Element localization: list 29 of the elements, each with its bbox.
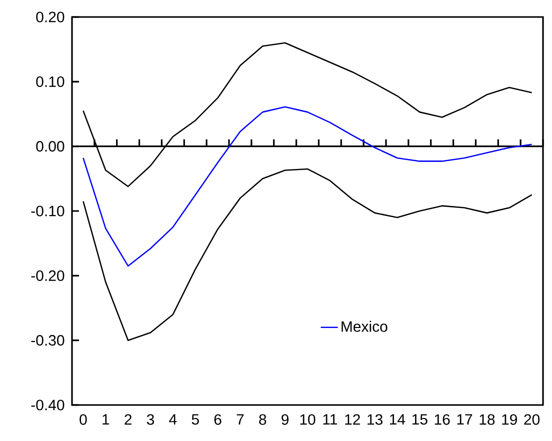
- x-tick-label: 16: [434, 414, 450, 425]
- y-tick-label: -0.20: [31, 270, 64, 281]
- x-tick-label: 20: [524, 414, 540, 425]
- x-tick-label: 10: [300, 414, 316, 425]
- x-tick-label: 15: [412, 414, 428, 425]
- x-tick-label: 12: [345, 414, 360, 425]
- x-tick-label: 11: [323, 414, 337, 425]
- x-tick-label: 1: [102, 414, 110, 425]
- y-tick-label: -0.10: [31, 206, 64, 216]
- y-tick-label: 0.00: [36, 141, 64, 152]
- x-tick-label: 8: [259, 414, 266, 425]
- x-tick-label: 7: [236, 414, 244, 425]
- x-tick-label: 18: [480, 414, 495, 425]
- legend-label: Mexico: [342, 320, 388, 332]
- y-tick-label: 0.20: [36, 12, 64, 22]
- x-tick-label: 4: [169, 414, 177, 425]
- x-tick-label: 5: [192, 414, 199, 425]
- x-tick-label: 17: [457, 414, 472, 425]
- x-tick-label: 2: [124, 414, 132, 425]
- x-tick-label: 19: [502, 414, 517, 425]
- x-tick-label: 3: [146, 414, 154, 425]
- y-tick-label: 0.10: [36, 76, 64, 87]
- x-tick-label: 13: [368, 414, 382, 425]
- x-tick-label: 6: [214, 414, 222, 425]
- x-tick-label: 0: [80, 414, 87, 425]
- x-tick-label: 9: [282, 414, 289, 425]
- y-tick-label: -0.40: [31, 400, 64, 410]
- x-tick-label: 14: [390, 414, 406, 425]
- y-tick-label: -0.30: [31, 335, 64, 346]
